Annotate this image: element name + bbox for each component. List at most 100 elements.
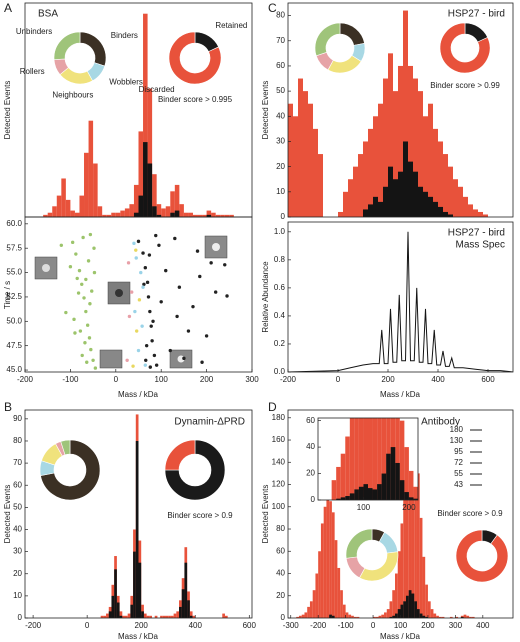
histogram-bar xyxy=(174,210,180,217)
plot-area xyxy=(59,232,229,370)
histogram-bar xyxy=(419,517,423,618)
y-tick-label: 70 xyxy=(13,458,22,467)
histogram-bar xyxy=(143,613,147,618)
histogram-bar xyxy=(170,191,175,217)
histogram-bar xyxy=(334,540,338,618)
scatter-point xyxy=(68,265,73,269)
histogram-bar xyxy=(381,614,385,618)
scatter-point xyxy=(126,261,131,265)
y-tick-label: 52.5 xyxy=(6,292,22,301)
histogram-bar xyxy=(141,611,144,618)
histogram-bar xyxy=(403,495,406,618)
x-tick-label: 100 xyxy=(357,503,371,512)
scatter-point xyxy=(154,233,158,238)
histogram-bar xyxy=(206,210,212,217)
histogram-bar xyxy=(130,604,134,618)
scatter-point xyxy=(152,353,157,358)
scatter-point xyxy=(89,347,93,352)
scatter-point xyxy=(159,300,163,304)
scatter-point xyxy=(92,246,96,250)
histogram-bar xyxy=(373,196,378,217)
scatter-point xyxy=(136,348,141,353)
scatter-point xyxy=(93,366,98,370)
histogram-bar xyxy=(345,612,349,618)
x-tick-label: 0 xyxy=(114,375,119,384)
histogram-bar xyxy=(363,209,368,217)
histogram-bar xyxy=(47,212,53,217)
histogram-bar xyxy=(70,210,75,217)
scatter-point xyxy=(83,341,87,345)
histogram-bar xyxy=(170,615,174,618)
scatter-point xyxy=(139,270,143,275)
histogram-bar xyxy=(405,462,409,618)
histogram-bar xyxy=(418,91,423,217)
gel-marker-label: 130 xyxy=(450,436,464,445)
histogram-bar xyxy=(392,590,396,618)
histogram-bar xyxy=(88,120,94,217)
histogram-bar xyxy=(413,498,418,500)
histogram-bar xyxy=(363,418,368,500)
y-tick-label: 60.0 xyxy=(6,219,22,228)
y-tick-label: 0 xyxy=(281,613,286,622)
histogram-bar xyxy=(296,616,299,618)
histogram-bar xyxy=(483,214,488,217)
y-tick-label: 40 xyxy=(306,442,315,451)
scatter-point xyxy=(134,329,139,333)
x-tick-label: -100 xyxy=(338,621,355,630)
y-tick-label: 30 xyxy=(276,137,285,146)
histogram-bar xyxy=(288,103,293,217)
scatter-point xyxy=(64,310,68,315)
histogram-bar xyxy=(438,616,442,618)
scatter-point xyxy=(127,314,132,319)
histogram-bar xyxy=(124,208,130,217)
scatter-point xyxy=(85,323,90,327)
scatter-point xyxy=(73,331,77,335)
x-axis-label: Mass / kDa xyxy=(380,390,421,399)
scatter-point xyxy=(198,274,202,279)
scatter-point xyxy=(145,280,150,285)
donut-label: Discarded xyxy=(139,85,175,94)
scatter-insets xyxy=(34,235,228,369)
histogram-bar xyxy=(129,204,134,217)
y-tick-label: 60 xyxy=(13,480,22,489)
histogram-bar xyxy=(138,195,144,217)
histogram-bar xyxy=(329,614,332,618)
histogram-bar xyxy=(122,615,125,618)
histogram-bar xyxy=(156,204,162,217)
y-tick-label: 160 xyxy=(272,435,286,444)
histogram-bar xyxy=(329,501,332,618)
histogram-bar xyxy=(202,214,207,217)
scatter-point xyxy=(209,261,213,265)
histogram-bar xyxy=(146,615,150,618)
y-tick-label: 40 xyxy=(13,525,22,534)
histogram-bar xyxy=(413,78,418,217)
histogram-bar xyxy=(313,128,318,217)
histogram-bar xyxy=(135,440,139,618)
donut-segment xyxy=(455,529,509,583)
histogram-bar xyxy=(408,65,413,217)
histogram-bar xyxy=(383,186,388,217)
scatter-point xyxy=(144,358,148,363)
histogram-bar xyxy=(403,601,406,618)
histogram-bar xyxy=(373,116,378,217)
histogram-bar xyxy=(303,91,308,217)
histogram-bar xyxy=(377,418,382,500)
y-axis-label: Detected Events xyxy=(261,81,270,140)
scatter-point xyxy=(75,276,79,281)
y-tick-label: 60 xyxy=(276,546,285,555)
histogram-bar xyxy=(354,418,359,500)
histogram-bar xyxy=(192,214,198,217)
histogram-bar xyxy=(320,523,324,618)
y-tick-label: 120 xyxy=(272,480,286,489)
histogram-bar xyxy=(349,493,355,500)
histogram-bar xyxy=(381,418,387,500)
scatter-point xyxy=(59,243,64,247)
histogram-bar xyxy=(449,616,453,618)
histogram-bar xyxy=(433,201,438,217)
histogram-bar xyxy=(428,103,433,217)
histogram-bar xyxy=(133,212,139,217)
histogram-bar xyxy=(377,484,382,500)
y-tick-label: 0.4 xyxy=(274,311,286,320)
y-tick-label: 0.2 xyxy=(274,339,286,348)
histogram-bar xyxy=(400,523,404,618)
